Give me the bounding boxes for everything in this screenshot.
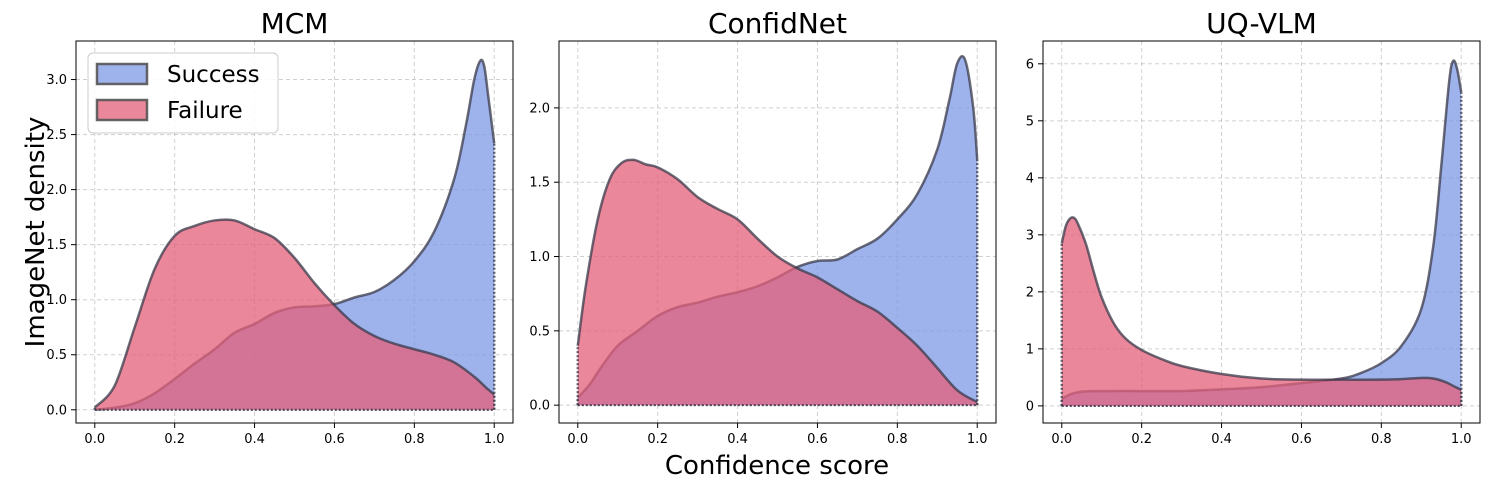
axes-frame	[75, 40, 514, 424]
y-tick-label: 2.5	[46, 128, 67, 143]
y-tick-label: 1.5	[46, 238, 67, 253]
x-tick-label: 0.8	[887, 432, 908, 447]
panel-title: UQ-VLM	[1206, 7, 1317, 40]
x-axis-label: Confidence score	[665, 451, 889, 481]
panel-confidnet: 0.0 0.2 0.4 0.6 0.8 1.0 0.0 0.5 1.0 1.5 2.0 ConfidN…	[529, 7, 997, 447]
area-failure	[577, 159, 978, 406]
y-tick-label: 0.5	[529, 324, 550, 339]
x-tick-label: 0.8	[1371, 432, 1392, 447]
y-tick-label: 4	[1026, 171, 1034, 186]
plot-area	[93, 58, 496, 412]
curve-failure	[1060, 216, 1462, 392]
y-tick-label: 2	[1026, 285, 1034, 300]
legend: Success Failure	[87, 52, 279, 134]
x-tick-label: 1.0	[1451, 432, 1472, 447]
panel-title: ConfidNet	[708, 7, 847, 40]
x-tick-label: 1.0	[967, 432, 988, 447]
panel-title: MCM	[261, 7, 329, 40]
x-tick-label: 0.2	[164, 432, 185, 447]
y-tick-label: 0	[1026, 399, 1034, 414]
x-tick-label: 0.4	[727, 432, 748, 447]
y-tick-label: 0.0	[529, 399, 550, 414]
x-tick-label: 0.6	[1291, 432, 1312, 447]
y-tick-label: 2.0	[529, 101, 550, 116]
area-success	[1061, 60, 1462, 406]
panels: 0.0 0.2 0.4 0.6 0.8 1.0 0.0 0.5 1.0 1.5 2.0 2.5 3.0 M…	[46, 7, 1481, 447]
x-tick-label: 0.2	[647, 432, 668, 447]
x-tick-label: 0.4	[1211, 432, 1232, 447]
y-tick-label: 1	[1026, 342, 1034, 357]
legend-swatch-failure	[95, 98, 149, 122]
y-tick-label: 1.0	[529, 250, 550, 265]
x-tick-label: 0.4	[244, 432, 265, 447]
y-tick-label: 3	[1026, 228, 1034, 243]
y-tick-label: 1.0	[46, 293, 67, 308]
panel-mcm: 0.0 0.2 0.4 0.6 0.8 1.0 0.0 0.5 1.0 1.5 2.0 2.5 3.0 M…	[46, 7, 514, 447]
y-tick-label: 5	[1026, 114, 1034, 129]
x-tick-label: 0.0	[1051, 432, 1072, 447]
x-tick-label: 0.6	[324, 432, 345, 447]
x-tick-label: 0.0	[84, 432, 105, 447]
legend-label-failure: Failure	[167, 98, 243, 124]
legend-label-success: Success	[167, 62, 260, 88]
area-failure	[94, 219, 495, 410]
y-tick-label: 0.5	[46, 348, 67, 363]
x-tick-label: 0.6	[807, 432, 828, 447]
x-tick-label: 0.0	[567, 432, 588, 447]
x-tick-label: 0.2	[1131, 432, 1152, 447]
x-tick-label: 1.0	[484, 432, 505, 447]
y-tick-label: 2.0	[46, 183, 67, 198]
y-axis-label: ImageNet density	[21, 117, 51, 348]
x-tick-label: 0.8	[404, 432, 425, 447]
plot-area	[1060, 59, 1463, 407]
plot-area	[576, 54, 979, 407]
y-tick-label: 1.5	[529, 176, 550, 191]
curve-failure	[93, 218, 496, 409]
curve-failure	[576, 158, 978, 404]
area-failure	[1061, 217, 1462, 406]
panel-uq-vlm: 0.0 0.2 0.4 0.6 0.8 1.0 0 1 2 3 4 5 6 UQ-VLM	[1026, 7, 1481, 447]
legend-swatch-success	[95, 62, 149, 86]
axes-frame	[1042, 40, 1481, 424]
y-tick-label: 0.0	[46, 403, 67, 418]
axes-frame	[558, 40, 997, 424]
area-success	[94, 59, 495, 410]
y-tick-label: 6	[1026, 57, 1034, 72]
y-tick-label: 3.0	[46, 73, 67, 88]
